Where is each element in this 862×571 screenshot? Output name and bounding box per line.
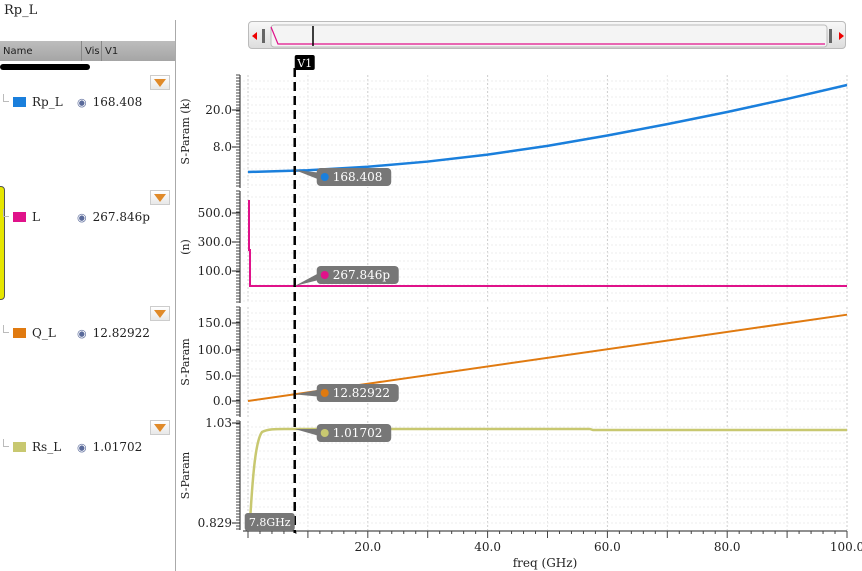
- trace-row-l[interactable]: L ◉ 267.846p: [0, 209, 150, 225]
- marker-pointer: [294, 389, 323, 397]
- y-tick-label: 150.0: [198, 316, 232, 330]
- filter-icon[interactable]: [150, 75, 170, 90]
- marker-value-q_l: 12.82922: [333, 386, 390, 400]
- trace-row-rs-l[interactable]: Rs_L ◉ 1.01702: [0, 439, 142, 455]
- trace-value: 12.82922: [92, 326, 150, 340]
- y-tick-label: 300.0: [198, 235, 232, 249]
- y-axis-label: (n): [179, 239, 192, 255]
- trace-value: 267.846p: [92, 210, 150, 224]
- trace-row-q-l[interactable]: Q_L ◉ 12.82922: [0, 325, 150, 341]
- marker-pointer: [294, 170, 323, 181]
- cursor-x-readout: 7.8GHz: [249, 516, 291, 529]
- y-tick-label: 500.0: [198, 206, 232, 220]
- filter-icon[interactable]: [150, 306, 170, 321]
- col-v1[interactable]: V1: [105, 45, 119, 57]
- trace-value: 168.408: [92, 95, 143, 109]
- y-tick-label: 100.0: [198, 343, 232, 357]
- marker-dot: [320, 389, 329, 397]
- scroll-right-arrow-icon: [839, 32, 844, 40]
- tree-line: [3, 209, 9, 217]
- series-rp-l: [247, 83, 848, 174]
- marker-dot: [320, 429, 329, 437]
- color-swatch[interactable]: [13, 97, 26, 107]
- scroll-left-arrow-icon: [252, 32, 257, 40]
- series-l: [248, 200, 847, 287]
- x-tick-label: 40.0: [474, 540, 501, 554]
- panel-divider[interactable]: [175, 20, 176, 571]
- trace-row-rp-l[interactable]: Rp_L ◉ 168.408: [0, 94, 142, 110]
- tree-line: [3, 325, 9, 333]
- marker-label-bg: [316, 266, 399, 284]
- marker-pointer: [294, 271, 323, 286]
- group-bar: [0, 64, 90, 70]
- y-axis-label: S-Param (k): [179, 98, 192, 164]
- trace-name: L: [32, 210, 40, 224]
- cursor-v1-label: V1: [296, 57, 312, 70]
- trace-table-header: Name Vis V1: [0, 41, 175, 61]
- trace-name: Q_L: [32, 326, 56, 340]
- eye-icon[interactable]: ◉: [77, 440, 87, 454]
- x-tick-label: 20.0: [354, 540, 381, 554]
- cursor-v1-flag: [294, 55, 315, 70]
- x-tick-label: 60.0: [594, 540, 621, 554]
- marker-pointer: [294, 429, 323, 437]
- y-tick-label: 0.829: [198, 516, 232, 530]
- selection-highlight: [0, 186, 5, 300]
- trace-name: Rp_L: [32, 95, 63, 109]
- x-tick-label: 80.0: [714, 540, 741, 554]
- tree-line: [3, 94, 9, 102]
- eye-icon[interactable]: ◉: [77, 326, 87, 340]
- marker-value-l: 267.846p: [333, 268, 391, 282]
- y-tick-label: 20.0: [205, 103, 232, 117]
- col-vis[interactable]: Vis: [82, 41, 102, 61]
- y-tick-label: 50.0: [205, 369, 232, 383]
- marker-dot: [320, 173, 329, 181]
- x-tick-label: 100.0: [830, 540, 862, 554]
- cursor-x-readout-bg: [244, 513, 295, 531]
- y-axis-label: S-Param: [179, 451, 192, 499]
- filter-icon[interactable]: [150, 190, 170, 205]
- marker-value-rs_l: 1.01702: [333, 426, 383, 440]
- eye-icon[interactable]: ◉: [77, 95, 87, 109]
- y-tick-label: 1.03: [205, 416, 232, 430]
- marker-label-bg: [316, 168, 392, 186]
- y-tick-label: 0.0: [213, 394, 232, 408]
- marker-label-bg: [316, 424, 392, 442]
- marker-dot: [320, 271, 329, 279]
- x-axis-label: freq (GHz): [513, 556, 578, 570]
- trace-name: Rs_L: [32, 440, 62, 454]
- color-swatch[interactable]: [13, 442, 26, 452]
- col-name[interactable]: Name: [0, 41, 82, 61]
- marker-label-bg: [316, 384, 399, 402]
- overview-scrollbar[interactable]: [248, 21, 846, 49]
- series-rs-l: [248, 427, 847, 523]
- color-swatch[interactable]: [13, 212, 26, 222]
- window-title: Rp_L: [4, 3, 38, 18]
- y-tick-label: 8.0: [213, 140, 232, 154]
- y-tick-label: 100.0: [198, 264, 232, 278]
- tree-line: [3, 439, 9, 447]
- color-swatch[interactable]: [13, 328, 26, 338]
- eye-icon[interactable]: ◉: [77, 210, 87, 224]
- trace-value: 1.01702: [92, 440, 143, 454]
- y-axis-label: S-Param: [179, 338, 192, 386]
- filter-icon[interactable]: [150, 420, 170, 435]
- marker-value-rp_l: 168.408: [333, 170, 383, 184]
